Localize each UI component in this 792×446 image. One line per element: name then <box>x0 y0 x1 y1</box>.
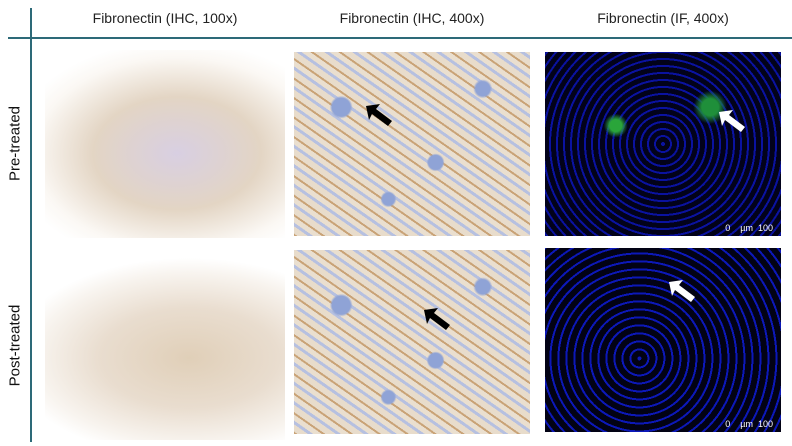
image-post-ihc-100x <box>45 258 285 440</box>
vertical-divider <box>30 8 32 442</box>
horizontal-divider <box>8 37 792 39</box>
image-pre-ihc-100x <box>45 50 285 238</box>
image-pre-ihc-400x <box>294 52 530 236</box>
arrow-icon <box>424 308 450 330</box>
arrow-icon <box>719 110 745 132</box>
image-post-if-400x: 0 µm 100 <box>545 248 781 432</box>
row-label-post-treated: Post-treated <box>6 304 24 387</box>
scale-bar: 0 µm 100 <box>725 223 773 233</box>
row-label-pre-treated: Pre-treated <box>6 105 24 182</box>
image-post-ihc-400x <box>294 250 530 434</box>
arrow-icon <box>366 104 392 126</box>
column-header-ihc-100x: Fibronectin (IHC, 100x) <box>92 10 238 26</box>
column-header-ihc-400x: Fibronectin (IHC, 400x) <box>339 10 485 26</box>
image-pre-if-400x: 0 µm 100 <box>545 52 781 236</box>
scale-bar: 0 µm 100 <box>725 419 773 429</box>
arrow-icon <box>669 280 695 302</box>
column-header-if-400x: Fibronectin (IF, 400x) <box>597 10 729 26</box>
